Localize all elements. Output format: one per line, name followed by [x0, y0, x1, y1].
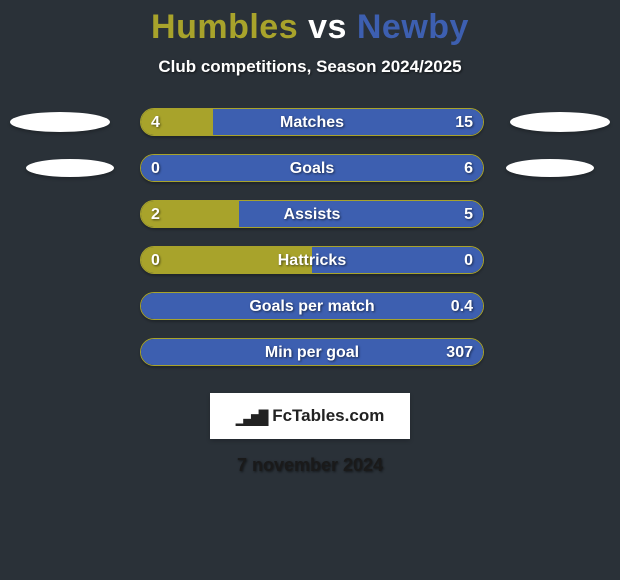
ellipse-decoration [10, 112, 110, 132]
stat-bar: 0.4Goals per match [140, 292, 484, 320]
stat-bar: 00Hattricks [140, 246, 484, 274]
stat-label: Min per goal [141, 339, 483, 366]
stat-row: 25Assists [0, 195, 620, 241]
stat-label: Assists [141, 201, 483, 228]
stat-label: Matches [141, 109, 483, 136]
stat-row: 415Matches [0, 103, 620, 149]
stat-bar: 307Min per goal [140, 338, 484, 366]
stat-row: 307Min per goal [0, 333, 620, 379]
stat-bar: 25Assists [140, 200, 484, 228]
stat-label: Goals [141, 155, 483, 182]
stat-bar: 415Matches [140, 108, 484, 136]
title-separator: vs [308, 8, 347, 46]
ellipse-decoration [506, 159, 594, 177]
subtitle: Club competitions, Season 2024/2025 [0, 57, 620, 77]
page-title: Humbles vs Newby [0, 8, 620, 47]
stat-row: 00Hattricks [0, 241, 620, 287]
comparison-card: Humbles vs Newby Club competitions, Seas… [0, 0, 620, 580]
brand-text: FcTables.com [272, 406, 384, 426]
stat-row: 0.4Goals per match [0, 287, 620, 333]
stat-bar: 06Goals [140, 154, 484, 182]
brand-badge: ▁▃▅▇ FcTables.com [210, 393, 410, 439]
date-text: 7 november 2024 [0, 455, 620, 476]
chart-icon: ▁▃▅▇ [236, 407, 267, 426]
ellipse-decoration [510, 112, 610, 132]
ellipse-decoration [26, 159, 114, 177]
stat-label: Goals per match [141, 293, 483, 320]
title-player1: Humbles [151, 8, 298, 46]
stats-container: 415Matches 06Goals 25Assists 00Hattricks 0.4… [0, 103, 620, 379]
title-player2: Newby [357, 8, 469, 46]
stat-row: 06Goals [0, 149, 620, 195]
stat-label: Hattricks [141, 247, 483, 274]
